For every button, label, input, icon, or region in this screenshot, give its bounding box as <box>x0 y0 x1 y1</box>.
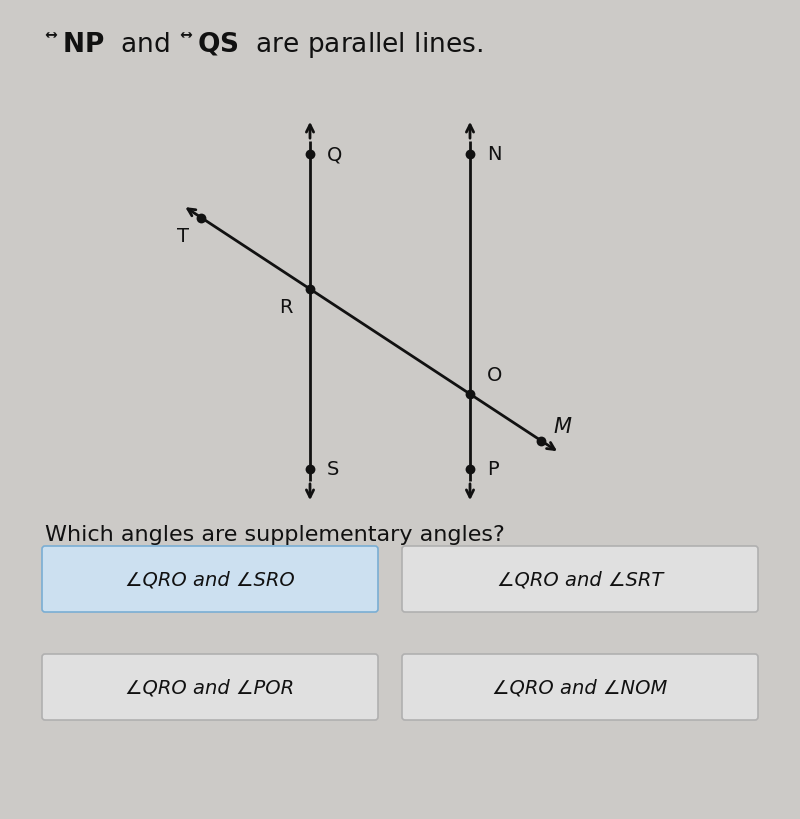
FancyBboxPatch shape <box>402 546 758 613</box>
FancyBboxPatch shape <box>402 654 758 720</box>
Text: ∠QRO and ∠POR: ∠QRO and ∠POR <box>126 677 294 697</box>
FancyBboxPatch shape <box>42 654 378 720</box>
Text: N: N <box>487 145 502 165</box>
Point <box>304 148 317 161</box>
Point <box>464 388 477 401</box>
Point <box>464 463 477 476</box>
Text: T: T <box>178 226 190 246</box>
Text: P: P <box>487 460 498 479</box>
Text: ∠QRO and ∠SRO: ∠QRO and ∠SRO <box>125 570 295 589</box>
Point <box>464 148 477 161</box>
Text: O: O <box>487 365 502 385</box>
Point <box>304 463 317 476</box>
Text: ∠QRO and ∠SRT: ∠QRO and ∠SRT <box>497 570 663 589</box>
Point <box>195 212 208 225</box>
Text: Q: Q <box>327 145 342 165</box>
Text: M: M <box>553 416 571 436</box>
Point <box>534 435 547 448</box>
Point <box>304 283 317 296</box>
FancyBboxPatch shape <box>42 546 378 613</box>
Text: ∠QRO and ∠NOM: ∠QRO and ∠NOM <box>492 677 668 697</box>
Text: R: R <box>279 297 293 317</box>
Text: $\mathbf{\overleftrightarrow{NP}}$  and  $\mathbf{\overleftrightarrow{QS}}$  are: $\mathbf{\overleftrightarrow{NP}}$ and $… <box>45 30 482 60</box>
Text: Which angles are supplementary angles?: Which angles are supplementary angles? <box>45 524 505 545</box>
Text: S: S <box>327 460 339 479</box>
